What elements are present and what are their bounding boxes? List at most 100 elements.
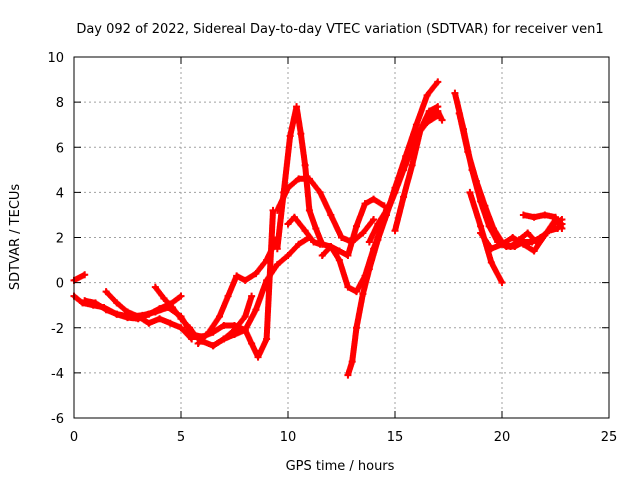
- data-point: [273, 245, 281, 253]
- data-point: [352, 222, 360, 230]
- data-point: [293, 103, 301, 111]
- data-point: [160, 294, 168, 302]
- data-point: [348, 358, 356, 366]
- data-point: [408, 161, 416, 169]
- data-point: [177, 315, 185, 323]
- series-track-15: [365, 107, 446, 246]
- series-track-11: [273, 175, 378, 246]
- data-point: [327, 211, 335, 219]
- data-point: [425, 107, 433, 115]
- data-point: [359, 229, 367, 237]
- data-point: [359, 290, 367, 298]
- data-point: [91, 299, 99, 307]
- data-point: [241, 312, 249, 320]
- y-axis-label: SDTVAR / TECUs: [8, 184, 23, 291]
- data-point: [295, 240, 303, 248]
- data-point: [233, 272, 241, 280]
- data-point: [434, 103, 442, 111]
- data-point: [519, 240, 527, 248]
- data-point: [205, 328, 213, 336]
- data-point: [102, 306, 110, 314]
- data-point: [305, 206, 313, 214]
- data-point: [344, 371, 352, 379]
- data-point: [438, 116, 446, 124]
- data-point: [509, 234, 517, 241]
- data-point: [145, 310, 153, 318]
- data-point: [451, 89, 459, 97]
- data-point: [248, 292, 256, 300]
- data-point: [301, 227, 309, 235]
- data-point: [481, 202, 489, 210]
- y-tick-label: 8: [56, 96, 64, 111]
- data-point: [177, 292, 185, 300]
- data-point: [102, 288, 110, 296]
- data-point: [81, 271, 89, 279]
- data-point: [254, 353, 262, 361]
- data-point: [312, 224, 320, 232]
- data-point: [316, 240, 324, 248]
- data-point: [318, 252, 326, 260]
- data-point: [284, 252, 292, 260]
- chart-title: Day 092 of 2022, Sidereal Day-to-day VTE…: [76, 22, 603, 37]
- data-point: [156, 305, 164, 313]
- data-point: [338, 234, 345, 241]
- data-point: [391, 227, 399, 235]
- data-point: [530, 247, 538, 255]
- data-point: [301, 161, 309, 169]
- series-track-4: [102, 288, 196, 343]
- data-point: [177, 324, 185, 332]
- data-point: [248, 340, 256, 348]
- data-point: [335, 247, 343, 255]
- data-point: [466, 188, 474, 196]
- data-point: [188, 331, 196, 339]
- x-tick-label: 20: [494, 430, 511, 445]
- data-point: [151, 283, 159, 291]
- y-tick-label: 6: [56, 141, 64, 156]
- data-point: [374, 220, 382, 228]
- data-point: [168, 303, 176, 311]
- data-point: [209, 342, 217, 350]
- data-point: [263, 256, 271, 264]
- data-point: [252, 306, 260, 314]
- data-point: [477, 229, 485, 237]
- data-point: [263, 276, 271, 284]
- data-point: [352, 324, 360, 332]
- y-tick-label: 10: [47, 51, 64, 66]
- data-point: [224, 292, 232, 300]
- data-point: [487, 245, 495, 253]
- data-point: [284, 220, 292, 228]
- y-tick-label: 4: [56, 186, 64, 201]
- data-point: [305, 175, 313, 183]
- data-point: [348, 238, 356, 246]
- data-point: [464, 148, 472, 156]
- data-point: [166, 319, 174, 327]
- data-point: [186, 324, 194, 332]
- data-point: [477, 222, 485, 230]
- data-point: [498, 279, 506, 287]
- x-tick-label: 15: [387, 430, 404, 445]
- y-tick-label: 2: [56, 232, 64, 247]
- data-point: [412, 121, 420, 129]
- data-point: [423, 91, 431, 99]
- data-point: [541, 211, 549, 219]
- data-point: [498, 240, 506, 248]
- data-point: [434, 78, 442, 86]
- data-point: [400, 166, 408, 174]
- data-point: [335, 256, 343, 264]
- data-point: [216, 312, 224, 320]
- data-point: [81, 297, 89, 305]
- data-point: [400, 193, 408, 201]
- x-tick-label: 0: [70, 430, 78, 445]
- data-point: [284, 184, 292, 192]
- data-point: [327, 243, 335, 251]
- data-point: [198, 337, 206, 345]
- data-point: [273, 261, 281, 269]
- series-track-12: [284, 213, 324, 248]
- data-point: [489, 224, 497, 232]
- data-point: [361, 200, 369, 208]
- data-point: [134, 312, 142, 320]
- data-point: [310, 238, 318, 246]
- series-track-21: [519, 211, 566, 232]
- data-point: [382, 206, 390, 214]
